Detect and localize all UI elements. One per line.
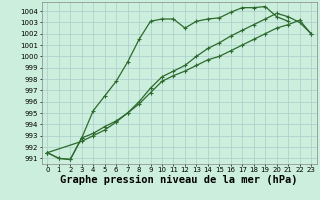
X-axis label: Graphe pression niveau de la mer (hPa): Graphe pression niveau de la mer (hPa)	[60, 175, 298, 185]
